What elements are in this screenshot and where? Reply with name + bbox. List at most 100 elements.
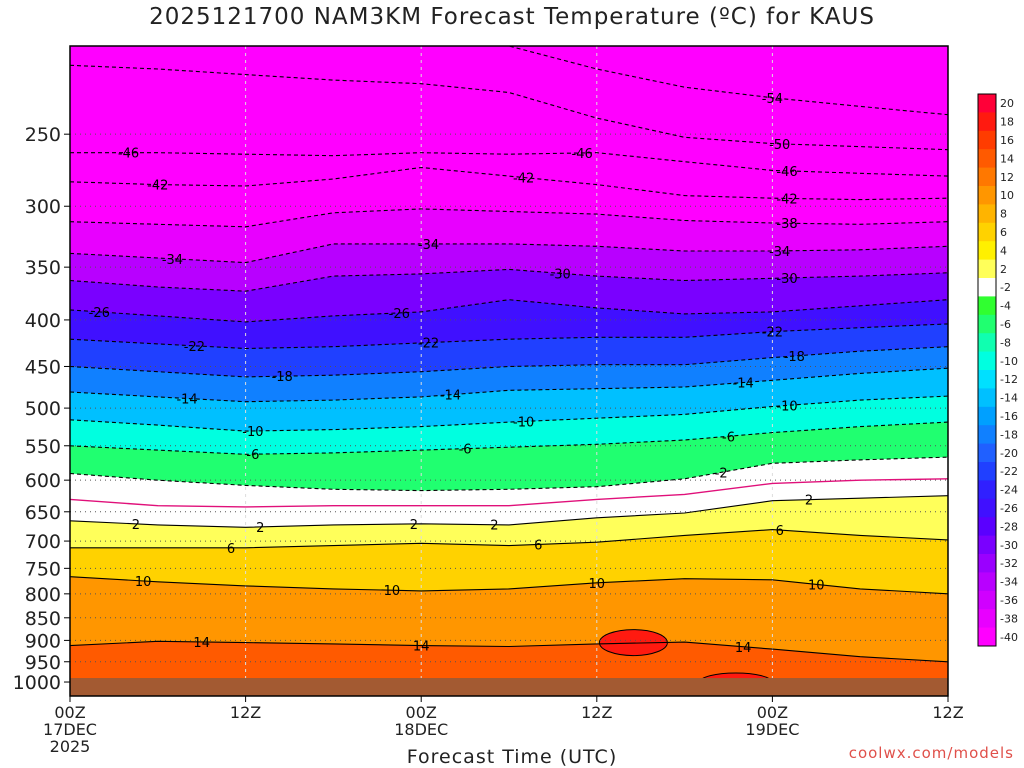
pressure-tick-label: 650 [25, 502, 61, 524]
pressure-tick-label: 900 [25, 630, 61, 652]
colorbar-label: -2 [1000, 281, 1011, 294]
time-tick-label: 2025 [50, 737, 91, 756]
contour-label: -50 [769, 138, 790, 153]
contour-label: -34 [769, 245, 790, 260]
pressure-tick-label: 800 [25, 584, 61, 606]
colorbar-label: -34 [1000, 576, 1018, 589]
contour-label: -30 [550, 267, 571, 282]
colorbar-label: -18 [1000, 428, 1018, 441]
contour-label: 10 [808, 578, 825, 593]
isotherm-line [70, 64, 948, 151]
pressure-axis: 2503003504004505005506006507007508008509… [13, 124, 70, 694]
contour-label: -26 [389, 307, 410, 322]
pressure-tick-label: 300 [25, 196, 61, 218]
contour-label: -22 [184, 340, 205, 355]
colorbar: 20 18 16 14 12 10 8 6 4 2 -2 -4 -6 -8 -10 -12 -14 -16 -18 -… [977, 93, 1018, 647]
colorbar-swatch [978, 186, 996, 205]
colorbar-swatch [978, 370, 996, 389]
contour-label: -38 [776, 217, 797, 232]
isotherm-line [70, 576, 948, 595]
contour-label: -18 [272, 370, 293, 385]
isotherm-line [70, 495, 948, 528]
colorbar-swatch [978, 535, 996, 555]
time-tick-label: 17DEC [43, 720, 97, 739]
pressure-tick-label: 500 [25, 398, 61, 420]
colorbar-swatch [978, 554, 996, 573]
contour-label: -18 [784, 350, 805, 365]
contour-label: -34 [162, 253, 183, 268]
colorbar-swatch [978, 314, 996, 334]
colorbar-swatch [978, 112, 996, 132]
contour-label: 14 [735, 641, 752, 656]
contour-label: -6 [246, 448, 259, 463]
colorbar-label: -10 [1000, 355, 1018, 368]
colorbar-label: 12 [1000, 171, 1014, 184]
colorbar-label: -30 [1000, 539, 1018, 552]
colorbar-swatch [978, 498, 996, 518]
colorbar-swatch [978, 462, 996, 481]
colorbar-label: -16 [1000, 410, 1018, 423]
contour-label: -22 [418, 337, 439, 352]
contour-label: 2 [410, 518, 418, 533]
contour-label: 14 [193, 636, 210, 651]
colorbar-swatch [978, 388, 996, 408]
time-tick-label: 00Z [406, 703, 437, 722]
contour-label: -46 [776, 165, 797, 180]
contour-label: 2 [490, 519, 498, 534]
contour-label: -10 [776, 399, 797, 414]
pressure-tick-label: 1000 [13, 672, 61, 694]
colorbar-label: 2 [1000, 263, 1007, 276]
colorbar-label: 6 [1000, 226, 1007, 239]
contour-label: 14 [413, 640, 430, 655]
contour-label: 2 [132, 518, 140, 533]
temperature-fill-layer [70, 46, 948, 696]
colorbar-label: 14 [1000, 152, 1014, 165]
pressure-tick-label: 850 [25, 608, 61, 630]
colorbar-frame [977, 93, 997, 647]
chart-title: 2025121700 NAM3KM Forecast Temperature (… [149, 4, 875, 30]
contour-label: 6 [776, 524, 784, 539]
isotherm-line [70, 529, 948, 549]
colorbar-label: -36 [1000, 594, 1018, 607]
colorbar-label: -26 [1000, 502, 1018, 515]
colorbar-label: -24 [1000, 484, 1018, 497]
pressure-tick-label: 450 [25, 356, 61, 378]
colorbar-label: -40 [1000, 631, 1018, 644]
isotherm-line [504, 46, 948, 116]
colorbar-swatch [978, 425, 996, 445]
colorbar-label: 8 [1000, 208, 1007, 221]
contour-label: 6 [534, 538, 542, 553]
colorbar-label: 10 [1000, 189, 1014, 202]
contour-label: -14 [176, 393, 197, 408]
contour-label: -54 [762, 92, 783, 107]
colorbar-swatch [978, 627, 996, 647]
pressure-tick-label: 950 [25, 652, 61, 674]
colorbar-label: -38 [1000, 612, 1018, 625]
colorbar-swatch [978, 296, 996, 316]
pressure-tick-label: 250 [25, 124, 61, 146]
contour-label: -10 [242, 425, 263, 440]
colorbar-swatch [978, 167, 996, 187]
colorbar-label: -6 [1000, 318, 1011, 331]
colorbar-label: -22 [1000, 465, 1018, 478]
colorbar-swatch [978, 406, 996, 426]
colorbar-swatch [978, 480, 996, 500]
contour-label: -6 [722, 430, 735, 445]
time-tick-label: 00Z [757, 703, 788, 722]
colorbar-swatch [978, 259, 996, 279]
contour-label: -46 [572, 147, 593, 162]
contour-label: -42 [776, 192, 797, 207]
pressure-tick-label: 700 [25, 531, 61, 553]
colorbar-swatch [978, 333, 996, 353]
colorbar-label: -14 [1000, 392, 1018, 405]
isotherm-line [70, 243, 948, 264]
contour-label: -14 [733, 377, 754, 392]
colorbar-swatch [978, 94, 996, 113]
contour-label: 2 [256, 521, 264, 536]
colorbar-swatch [978, 517, 996, 537]
time-tick-label: 12Z [932, 703, 963, 722]
colorbar-label: -4 [1000, 300, 1011, 313]
colorbar-label: -20 [1000, 447, 1018, 460]
isotherm-line [70, 478, 948, 508]
